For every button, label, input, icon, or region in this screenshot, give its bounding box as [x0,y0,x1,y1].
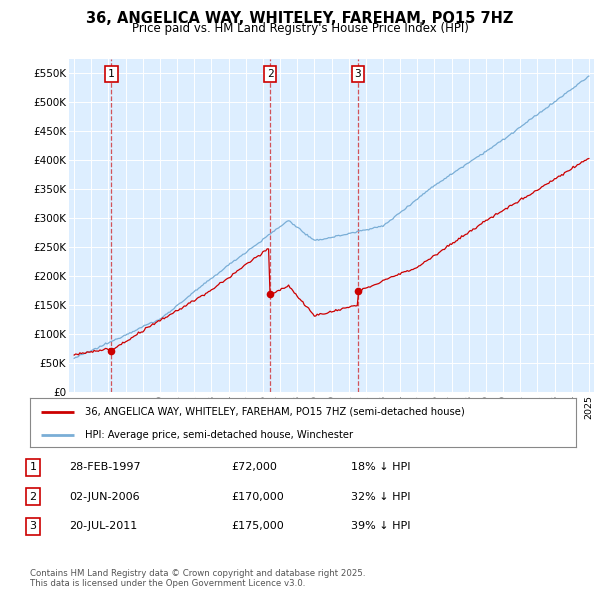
Text: 36, ANGELICA WAY, WHITELEY, FAREHAM, PO15 7HZ (semi-detached house): 36, ANGELICA WAY, WHITELEY, FAREHAM, PO1… [85,407,464,417]
Text: 2: 2 [29,492,37,502]
Text: 28-FEB-1997: 28-FEB-1997 [69,463,140,472]
Text: 32% ↓ HPI: 32% ↓ HPI [351,492,410,502]
Text: £175,000: £175,000 [231,522,284,531]
Text: 39% ↓ HPI: 39% ↓ HPI [351,522,410,531]
Text: £72,000: £72,000 [231,463,277,472]
Text: 20-JUL-2011: 20-JUL-2011 [69,522,137,531]
Text: Price paid vs. HM Land Registry's House Price Index (HPI): Price paid vs. HM Land Registry's House … [131,22,469,35]
Text: 1: 1 [29,463,37,472]
Text: 18% ↓ HPI: 18% ↓ HPI [351,463,410,472]
Text: £170,000: £170,000 [231,492,284,502]
Text: 02-JUN-2006: 02-JUN-2006 [69,492,140,502]
Text: 3: 3 [29,522,37,531]
Text: 3: 3 [355,69,361,79]
Text: 2: 2 [267,69,274,79]
Text: Contains HM Land Registry data © Crown copyright and database right 2025.
This d: Contains HM Land Registry data © Crown c… [30,569,365,588]
Text: 36, ANGELICA WAY, WHITELEY, FAREHAM, PO15 7HZ: 36, ANGELICA WAY, WHITELEY, FAREHAM, PO1… [86,11,514,25]
Text: HPI: Average price, semi-detached house, Winchester: HPI: Average price, semi-detached house,… [85,430,353,440]
Text: 1: 1 [108,69,115,79]
